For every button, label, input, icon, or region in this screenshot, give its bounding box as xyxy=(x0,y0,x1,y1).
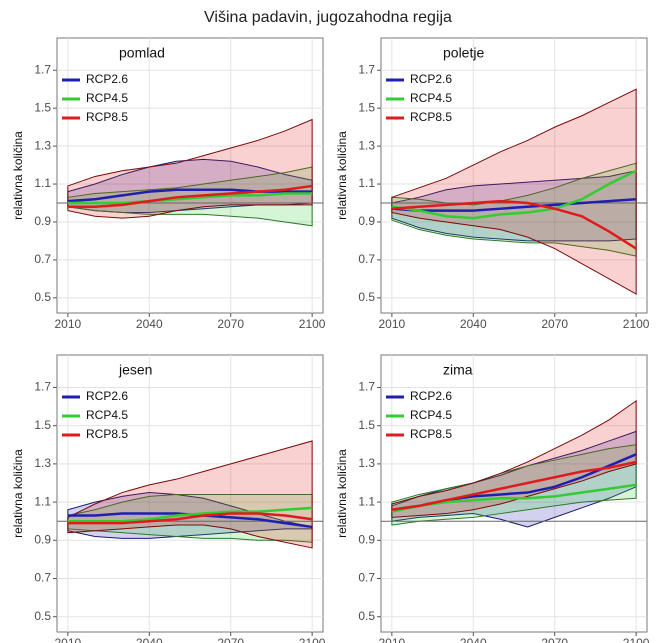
uncertainty-band xyxy=(391,88,637,295)
legend-label: RCP4.5 xyxy=(86,408,128,422)
legend-label: RCP2.6 xyxy=(410,72,452,86)
x-tick-label: 2040 xyxy=(136,317,163,331)
x-tick-label: 2100 xyxy=(299,636,326,643)
x-tick-label: 2040 xyxy=(460,317,487,331)
y-tick-label: 1.1 xyxy=(358,176,375,190)
y-tick-label: 1.5 xyxy=(34,100,51,114)
y-tick-label: 1.3 xyxy=(358,456,375,470)
mean-line xyxy=(67,192,313,205)
y-tick-label: 0.9 xyxy=(358,214,375,228)
y-tick-label: 0.9 xyxy=(358,532,375,546)
x-tick-label: 2010 xyxy=(55,636,82,643)
x-tick-label: 2070 xyxy=(217,636,244,643)
y-tick-label: 1.5 xyxy=(358,100,375,114)
x-tick-label: 2070 xyxy=(541,636,568,643)
x-tick-label: 2040 xyxy=(460,636,487,643)
y-tick-label: 1.3 xyxy=(34,456,51,470)
x-tick-label: 2010 xyxy=(55,317,82,331)
y-tick-label: 0.9 xyxy=(34,532,51,546)
legend-label: RCP2.6 xyxy=(410,389,452,403)
y-tick-label: 1.3 xyxy=(358,138,375,152)
x-tick-label: 2010 xyxy=(379,636,406,643)
y-tick-label: 0.5 xyxy=(34,609,51,623)
mean-line xyxy=(391,460,637,511)
plot-background xyxy=(56,354,324,633)
legend-label: RCP4.5 xyxy=(410,91,452,105)
panel-title: jesen xyxy=(118,362,152,378)
mean-line xyxy=(67,506,313,523)
y-tick-label: 0.9 xyxy=(34,214,51,228)
y-axis-label: relativna količina xyxy=(11,449,25,538)
y-tick-label: 1.1 xyxy=(34,176,51,190)
y-tick-label: 0.7 xyxy=(34,252,51,266)
legend-label: RCP8.5 xyxy=(410,427,452,441)
y-tick-label: 1.7 xyxy=(358,62,375,76)
y-tick-label: 0.5 xyxy=(34,290,51,304)
mean-line xyxy=(67,512,313,525)
panel: 0.5 0.7 0.9 1.1 1.3 1.5 1.7 2010 2040 2070 2100 RCP… xyxy=(11,354,326,643)
panel: 0.5 0.7 0.9 1.1 1.3 1.5 1.7 2010 2040 2070 2100 RCP… xyxy=(335,37,650,331)
panel-title: poletje xyxy=(443,45,484,61)
plot-background xyxy=(380,37,648,314)
panel-title: pomlad xyxy=(119,45,165,61)
y-tick-label: 1.1 xyxy=(34,494,51,508)
legend-label: RCP2.6 xyxy=(86,389,128,403)
y-tick-label: 1.5 xyxy=(358,418,375,432)
legend-label: RCP2.6 xyxy=(86,72,128,86)
x-tick-label: 2100 xyxy=(299,317,326,331)
y-tick-label: 0.7 xyxy=(34,571,51,585)
y-tick-label: 1.1 xyxy=(358,494,375,508)
mean-line xyxy=(391,199,637,250)
panel-title: zima xyxy=(443,362,473,378)
x-tick-label: 2100 xyxy=(623,636,650,643)
x-tick-label: 2070 xyxy=(541,317,568,331)
legend-label: RCP4.5 xyxy=(86,91,128,105)
y-tick-label: 1.7 xyxy=(34,380,51,394)
y-tick-label: 1.7 xyxy=(358,380,375,394)
x-tick-label: 2100 xyxy=(623,317,650,331)
y-tick-label: 0.5 xyxy=(358,290,375,304)
y-tick-label: 0.7 xyxy=(358,571,375,585)
x-tick-label: 2010 xyxy=(379,317,406,331)
legend-label: RCP8.5 xyxy=(86,110,128,124)
x-tick-label: 2070 xyxy=(217,317,244,331)
y-tick-label: 1.5 xyxy=(34,418,51,432)
legend-label: RCP4.5 xyxy=(410,408,452,422)
mean-line xyxy=(67,184,313,209)
x-tick-label: 2040 xyxy=(136,636,163,643)
y-tick-label: 0.7 xyxy=(358,252,375,266)
mean-line xyxy=(391,197,637,212)
y-axis-label: relativna količina xyxy=(335,449,349,538)
panel: 0.5 0.7 0.9 1.1 1.3 1.5 1.7 2010 2040 2070 2100 RCP… xyxy=(335,354,650,643)
panel: 0.5 0.7 0.9 1.1 1.3 1.5 1.7 2010 2040 2070 2100 RCP… xyxy=(11,37,326,331)
legend-label: RCP8.5 xyxy=(410,110,452,124)
y-axis-label: relativna količina xyxy=(11,131,25,220)
y-axis-label: relativna količina xyxy=(335,131,349,220)
figure-title: Višina padavin, jugozahodna regija xyxy=(204,9,452,26)
legend-label: RCP8.5 xyxy=(86,427,128,441)
y-tick-label: 1.7 xyxy=(34,62,51,76)
mean-line xyxy=(391,169,637,220)
y-tick-label: 1.3 xyxy=(34,138,51,152)
y-tick-label: 0.5 xyxy=(358,609,375,623)
